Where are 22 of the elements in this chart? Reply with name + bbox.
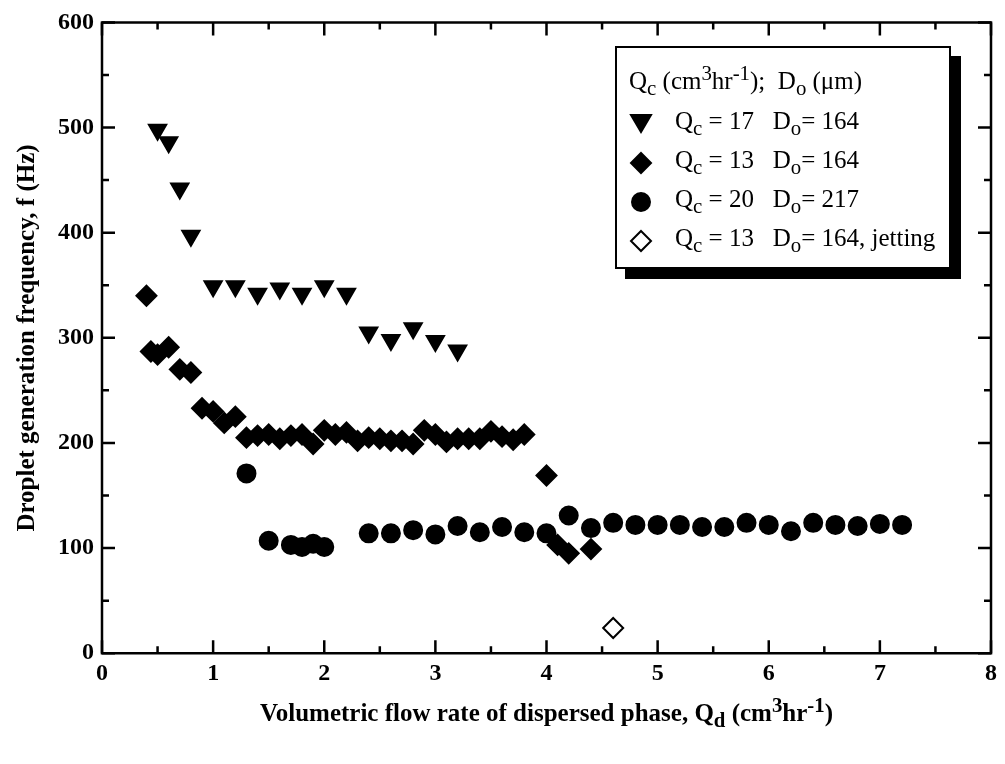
x-tick-label: 4 [540, 658, 553, 685]
text: Q$_{c}$ (cm$^{3}$hr$^{-1}$); D$_{o}$ (μm) [629, 61, 863, 101]
x-tick-label: 2 [318, 658, 331, 685]
x-tick-label: 7 [873, 658, 886, 685]
y-tick-label: 500 [58, 112, 94, 139]
y-tick-label: 0 [82, 638, 94, 665]
y-axis-title: Droplet generation frequency, f (Hz) [12, 144, 40, 532]
x-tick-label: 1 [207, 658, 220, 685]
legend-label: Q$_{c}$ = 17 D$_{o}$= 164 [675, 105, 859, 142]
x-tick-label: 8 [985, 658, 997, 685]
legend-label: Q$_{c}$ = 13 D$_{o}$= 164, jetting [675, 222, 936, 259]
x-tick-label: 3 [429, 658, 442, 685]
legend-label: Q$_{c}$ = 20 D$_{o}$= 217 [675, 183, 859, 220]
y-tick-label: 600 [58, 7, 94, 34]
y-tick-label: 400 [58, 217, 94, 244]
x-tick-label: 6 [762, 658, 775, 685]
legend-label: Q$_{c}$ = 13 D$_{o}$= 164 [675, 144, 859, 181]
x-axis-title: Volumetric flow rate of dispersed phase, Q$_{d}$ (cm$^{3}$hr$^{-1}$) [259, 693, 834, 734]
x-tick-label: 5 [651, 658, 664, 685]
y-tick-label: 100 [58, 533, 94, 560]
y-tick-label: 300 [58, 323, 94, 349]
y-tick-label: 200 [58, 428, 94, 455]
